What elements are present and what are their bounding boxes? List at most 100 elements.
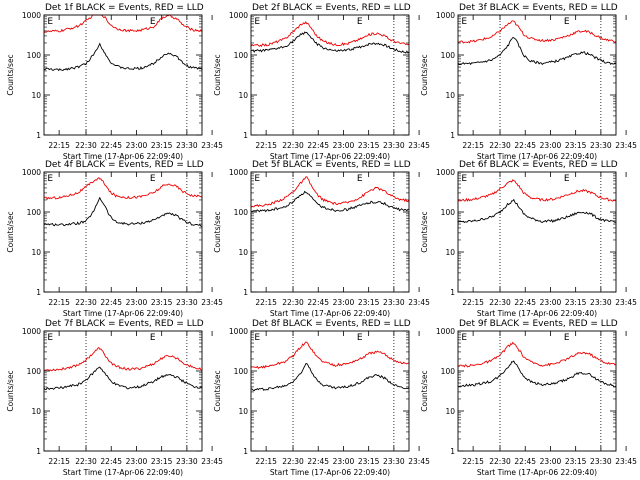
plot-frame [457,14,617,136]
panel-title: Det 7f BLACK = Events, RED = LLD [45,319,204,329]
y-axis-label: Counts/sec [6,54,15,95]
y-tick-label: 1 [450,288,455,297]
plot-frame [250,14,410,136]
panel-title: Det 8f BLACK = Events, RED = LLD [252,319,411,329]
y-axis-label: Counts/sec [420,211,429,252]
x-tick-label: 23:15 [151,457,173,466]
y-tick-label: 1000 [22,327,41,336]
series-line-lld [457,20,617,44]
x-tick-label: 23:00 [333,457,355,466]
panel-det-7: Det 7f BLACK = Events, RED = LLD Counts/s… [6,319,223,477]
x-tick-label: 23:00 [126,298,148,307]
y-tick-label: 100 [27,208,42,217]
x-axis-label: Start Time (17-Apr-06 22:09:40) [63,468,183,477]
y-tick-label: 10 [238,248,248,257]
x-tick-label: 22:30 [282,457,304,466]
panel-det-8: Det 8f BLACK = Events, RED = LLD Counts/s… [213,319,430,477]
x-tick-label: 23:30 [590,298,612,307]
x-tick-label: 23:15 [358,141,380,150]
x-tick-label: 23:30 [383,141,405,150]
series-line-lld [457,341,617,368]
series-line-events [250,190,409,213]
plot-frame [457,330,617,452]
y-tick-label: 100 [234,51,249,60]
panel-det-5: Det 5f BLACK = Events, RED = LLD Counts/s… [213,160,430,318]
event-marker-label: E [357,17,363,27]
x-tick-label: 22:45 [514,457,536,466]
series-line-events [250,31,410,54]
y-tick-label: 1000 [436,327,455,336]
series-line-events [457,37,617,66]
y-tick-label: 100 [441,367,456,376]
plot-frame [43,171,203,293]
y-tick-label: 10 [238,91,248,100]
plot-frame [250,330,410,452]
y-tick-label: 10 [31,407,41,416]
x-tick-label: 23:30 [176,141,198,150]
x-tick-label: 23:30 [176,298,198,307]
plot-frame [43,330,203,452]
panel-title: Det 2f BLACK = Events, RED = LLD [252,3,411,13]
event-marker-label: E [357,174,363,184]
event-marker-label: E [564,17,570,27]
panel-title: Det 9f BLACK = Events, RED = LLD [459,319,618,329]
panel-det-1: Det 1f BLACK = Events, RED = LLD Counts/s… [6,3,223,161]
event-marker-label: E [47,174,53,184]
y-tick-label: 100 [441,208,456,217]
panels: Det 1f BLACK = Events, RED = LLD Counts/s… [6,3,637,477]
x-tick-label: 23:30 [590,141,612,150]
y-tick-label: 1000 [436,168,455,177]
event-marker-label: E [564,333,570,343]
x-tick-label: 22:15 [255,141,277,150]
event-marker-label: E [461,174,467,184]
x-tick-label: 22:45 [100,141,122,150]
x-tick-label: 22:45 [307,141,329,150]
y-axis-label: Counts/sec [213,54,222,95]
x-tick-label: 23:00 [540,457,562,466]
x-tick-label: 22:45 [307,298,329,307]
x-axis-label: Start Time (17-Apr-06 22:09:40) [477,309,597,318]
panel-det-9: Det 9f BLACK = Events, RED = LLD Counts/s… [420,319,637,477]
x-tick-label: 22:30 [282,298,304,307]
series-line-lld [43,346,203,372]
y-tick-label: 1 [36,288,41,297]
y-tick-label: 10 [445,407,455,416]
y-axis-label: Counts/sec [420,370,429,411]
x-tick-label: 23:45 [201,141,223,150]
y-tick-label: 1 [243,288,248,297]
x-tick-label: 23:00 [540,298,562,307]
y-tick-label: 1000 [22,11,41,20]
x-tick-label: 22:15 [255,298,277,307]
x-axis-label: Start Time (17-Apr-06 22:09:40) [63,309,183,318]
y-tick-label: 100 [234,208,249,217]
y-tick-label: 10 [238,407,248,416]
event-marker-label: E [461,333,467,343]
x-tick-label: 22:15 [462,298,484,307]
y-tick-label: 1 [243,447,248,456]
y-axis-label: Counts/sec [213,370,222,411]
y-tick-label: 1000 [229,168,248,177]
x-axis-label: Start Time (17-Apr-06 22:09:40) [477,468,597,477]
x-tick-label: 22:45 [514,298,536,307]
series-line-events [457,198,617,224]
y-tick-label: 1 [450,131,455,140]
x-tick-label: 22:30 [489,457,511,466]
x-tick-label: 23:45 [201,298,223,307]
event-marker-label: E [254,174,260,184]
x-tick-label: 23:30 [383,298,405,307]
series-line-lld [43,14,203,34]
x-tick-label: 23:30 [590,457,612,466]
series-line-lld [250,176,410,208]
x-tick-label: 22:30 [282,141,304,150]
series-line-events [43,366,203,391]
x-tick-label: 22:15 [48,298,70,307]
x-axis-label: Start Time (17-Apr-06 22:09:40) [270,152,390,161]
x-tick-label: 23:45 [615,141,637,150]
event-marker-label: E [150,17,156,27]
x-tick-label: 23:00 [333,141,355,150]
x-tick-label: 22:45 [100,457,122,466]
x-tick-label: 22:30 [75,298,97,307]
x-axis-label: Start Time (17-Apr-06 22:09:40) [270,468,390,477]
x-axis-label: Start Time (17-Apr-06 22:09:40) [477,152,597,161]
